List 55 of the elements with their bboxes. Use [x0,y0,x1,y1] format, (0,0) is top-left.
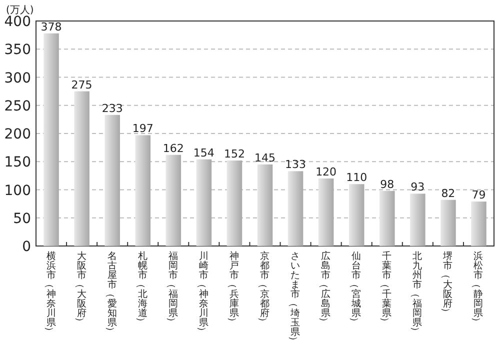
x-tick-label: 堺市（大阪府） [440,250,454,318]
y-tick-label: 250 [4,98,31,114]
bar [44,33,59,246]
bar [410,194,426,246]
bar [440,200,456,246]
data-label: 93 [410,180,425,194]
data-label: 154 [193,146,214,160]
y-tick-label: 100 [4,182,31,199]
bar [348,184,364,246]
data-label: 378 [40,20,62,34]
bar [257,164,273,246]
bar [288,171,304,246]
x-tick-label: 仙台市（宮城県） [348,251,362,327]
data-label: 152 [224,148,245,160]
y-tick-label: 0 [22,239,31,255]
category-label: 横浜市（神奈川県） [43,251,56,336]
data-label: 110 [346,171,368,184]
bar [196,159,212,246]
x-tick-label: 千葉市（千葉県） [379,250,392,327]
y-tick-label: 350 [4,42,31,58]
y-tick-label: 150 [4,154,31,171]
bar [135,135,150,246]
bar [104,114,120,246]
x-tick-label: 浜松市（静岡県） [470,250,484,327]
x-tick-label: 神戸市（兵庫県） [226,250,240,327]
data-label: 197 [132,122,154,136]
data-label: 233 [102,102,123,115]
data-label: 82 [441,186,456,200]
bar [380,190,395,246]
bar [166,154,182,246]
category-label: 北九州市（福岡県） [410,251,423,336]
y-tick-label: 400 [4,14,31,30]
y-tick-label: 50 [13,210,31,227]
category-label: さいたま市（埼玉県） [288,251,301,346]
bar [318,178,334,246]
x-tick-label: 広島市（広島県） [318,250,332,327]
x-tick-label: 福岡市（福岡県） [165,250,178,327]
data-label: 120 [316,166,337,178]
data-label: 98 [380,178,394,191]
bar [74,91,90,246]
data-label: 275 [71,78,92,92]
bar [471,202,486,246]
category-label: 名古屋市（愛知県） [104,251,118,336]
y-tick-label: 200 [4,126,31,142]
data-label: 145 [254,151,276,164]
bar [226,160,242,246]
y-tick-label: 300 [4,70,31,86]
x-tick-label: 大阪市（大阪府） [74,250,87,327]
category-label: 川崎市（神奈川県） [196,251,209,336]
x-tick-label: 京都市（京都府） [257,250,270,327]
data-label: 133 [285,158,306,172]
x-tick-label: 札幌市（北海道） [134,250,148,327]
y-axis-title: (万人) [6,5,34,16]
data-label: 162 [162,142,184,155]
data-label: 79 [472,188,486,202]
